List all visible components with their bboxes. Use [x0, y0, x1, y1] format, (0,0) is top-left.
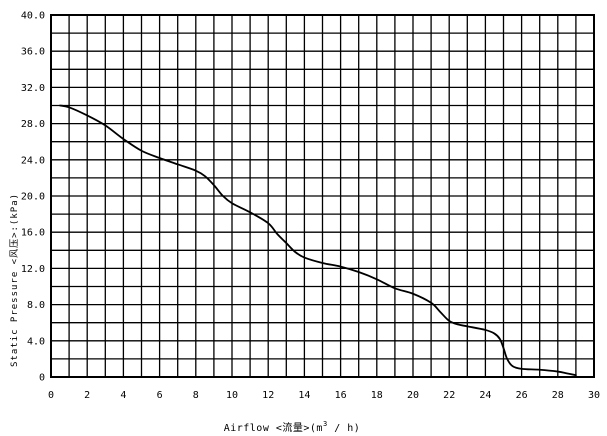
x-tick-label: 12: [262, 390, 274, 401]
chart-grid: [50, 14, 595, 378]
x-tick-label: 30: [588, 390, 600, 401]
x-tick-label: 14: [298, 390, 310, 401]
x-tick-label: 26: [516, 390, 528, 401]
y-tick-label: 28.0: [21, 119, 45, 130]
pressure-curve: [59, 104, 577, 377]
x-tick-label: 2: [84, 390, 90, 401]
y-tick-label: 40.0: [21, 11, 45, 22]
x-tick-label: 28: [552, 390, 564, 401]
y-tick-label: 8.0: [27, 300, 45, 311]
plot-frame: [50, 14, 595, 378]
y-tick-label: 36.0: [21, 47, 45, 58]
x-axis-label-prefix: Airflow <流量>(m: [224, 421, 323, 434]
y-tick-label: 24.0: [21, 155, 45, 166]
x-tick-label: 8: [193, 390, 199, 401]
x-tick-label: 18: [371, 390, 383, 401]
x-tick-label: 16: [335, 390, 347, 401]
x-axis-label: Airflow <流量>(m3 / h): [224, 420, 361, 434]
x-tick-label: 20: [407, 390, 419, 401]
y-axis-label: Static Pressure <风压>:(kPa): [9, 193, 20, 367]
x-tick-label: 22: [443, 390, 455, 401]
y-tick-label: 4.0: [27, 336, 45, 347]
y-tick-label: 20.0: [21, 192, 45, 203]
x-tick-label: 24: [479, 390, 491, 401]
x-tick-label: 10: [226, 390, 238, 401]
x-tick-labels: 0 2 4 6 8 10 12 14 16 18 20 22 24 26 28 30: [48, 390, 600, 401]
y-tick-label: 0: [39, 373, 45, 384]
x-tick-label: 4: [120, 390, 126, 401]
x-tick-label: 0: [48, 390, 54, 401]
x-axis-label-suffix: / h): [328, 423, 361, 434]
y-tick-label: 32.0: [21, 83, 45, 94]
y-tick-labels: 0 4.0 8.0 12.0 16.0 20.0 24.0 28.0 32.0 36.0 40.0: [21, 11, 45, 384]
x-axis-label-superscript: 3: [323, 420, 328, 428]
y-tick-label: 12.0: [21, 264, 45, 275]
y-tick-label: 16.0: [21, 228, 45, 239]
x-tick-label: 6: [157, 390, 163, 401]
